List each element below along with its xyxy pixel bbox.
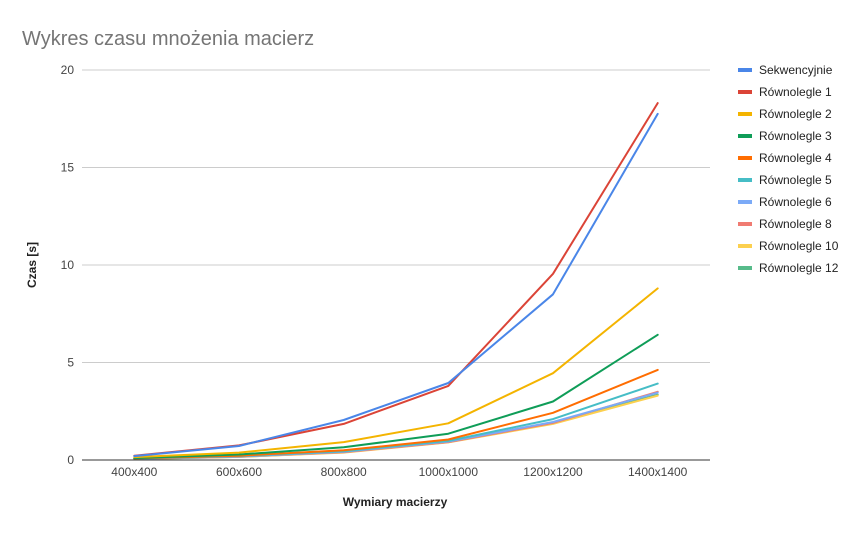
legend-label: Równolegle 8 — [759, 217, 832, 231]
legend-item: Równolegle 5 — [738, 173, 832, 187]
legend-label: Równolegle 3 — [759, 129, 832, 143]
y-tick-label: 10 — [61, 258, 75, 272]
x-tick-label: 600x600 — [216, 465, 262, 479]
legend-item: Równolegle 3 — [738, 129, 832, 143]
x-tick-label: 1200x1200 — [523, 465, 583, 479]
legend-item: Równolegle 8 — [738, 217, 832, 231]
legend-swatch — [738, 68, 752, 72]
legend-swatch — [738, 178, 752, 182]
chart-title: Wykres czasu mnożenia macierz — [22, 28, 314, 50]
y-tick-label: 5 — [67, 356, 74, 370]
legend-label: Równolegle 1 — [759, 85, 832, 99]
legend-item: Równolegle 10 — [738, 239, 839, 253]
legend-swatch — [738, 112, 752, 116]
legend-swatch — [738, 244, 752, 248]
legend-label: Równolegle 12 — [759, 261, 839, 275]
legend-label: Równolegle 5 — [759, 173, 832, 187]
legend: Sekwencyjnie Równolegle 1 Równolegle 2 Równ… — [738, 63, 839, 275]
legend-label: Równolegle 4 — [759, 151, 832, 165]
legend-item: Sekwencyjnie — [738, 63, 833, 77]
y-tick-labels: 0 5 10 15 20 — [61, 63, 75, 467]
series-line-5 — [133, 368, 659, 460]
legend-swatch — [738, 222, 752, 226]
legend-item: Równolegle 1 — [738, 85, 832, 99]
y-tick-label: 15 — [61, 161, 75, 175]
legend-swatch — [738, 134, 752, 138]
legend-label: Równolegle 2 — [759, 107, 832, 121]
x-tick-label: 1000x1000 — [419, 465, 479, 479]
legend-item: Równolegle 2 — [738, 107, 832, 121]
legend-label: Sekwencyjnie — [759, 63, 833, 77]
gridlines — [82, 69, 710, 363]
series-lines — [133, 102, 659, 460]
y-axis-label: Czas [s] — [25, 242, 39, 288]
x-tick-label: 1400x1400 — [628, 465, 688, 479]
legend-label: Równolegle 10 — [759, 239, 839, 253]
y-tick-label: 20 — [61, 63, 75, 77]
legend-swatch — [738, 156, 752, 160]
legend-swatch — [738, 200, 752, 204]
x-axis-label: Wymiary macierzy — [343, 495, 448, 509]
legend-label: Równolegle 6 — [759, 195, 832, 209]
legend-item: Równolegle 12 — [738, 261, 839, 275]
series-line-4 — [133, 333, 659, 460]
legend-swatch — [738, 90, 752, 94]
legend-item: Równolegle 4 — [738, 151, 832, 165]
legend-swatch — [738, 266, 752, 270]
series-line-3 — [133, 287, 659, 459]
x-tick-labels: 400x400 600x600 800x800 1000x1000 1200x1200 1… — [111, 465, 687, 479]
x-tick-label: 800x800 — [321, 465, 367, 479]
legend-item: Równolegle 6 — [738, 195, 832, 209]
y-tick-label: 0 — [67, 453, 74, 467]
x-tick-label: 400x400 — [111, 465, 157, 479]
series-line-1 — [133, 112, 659, 458]
